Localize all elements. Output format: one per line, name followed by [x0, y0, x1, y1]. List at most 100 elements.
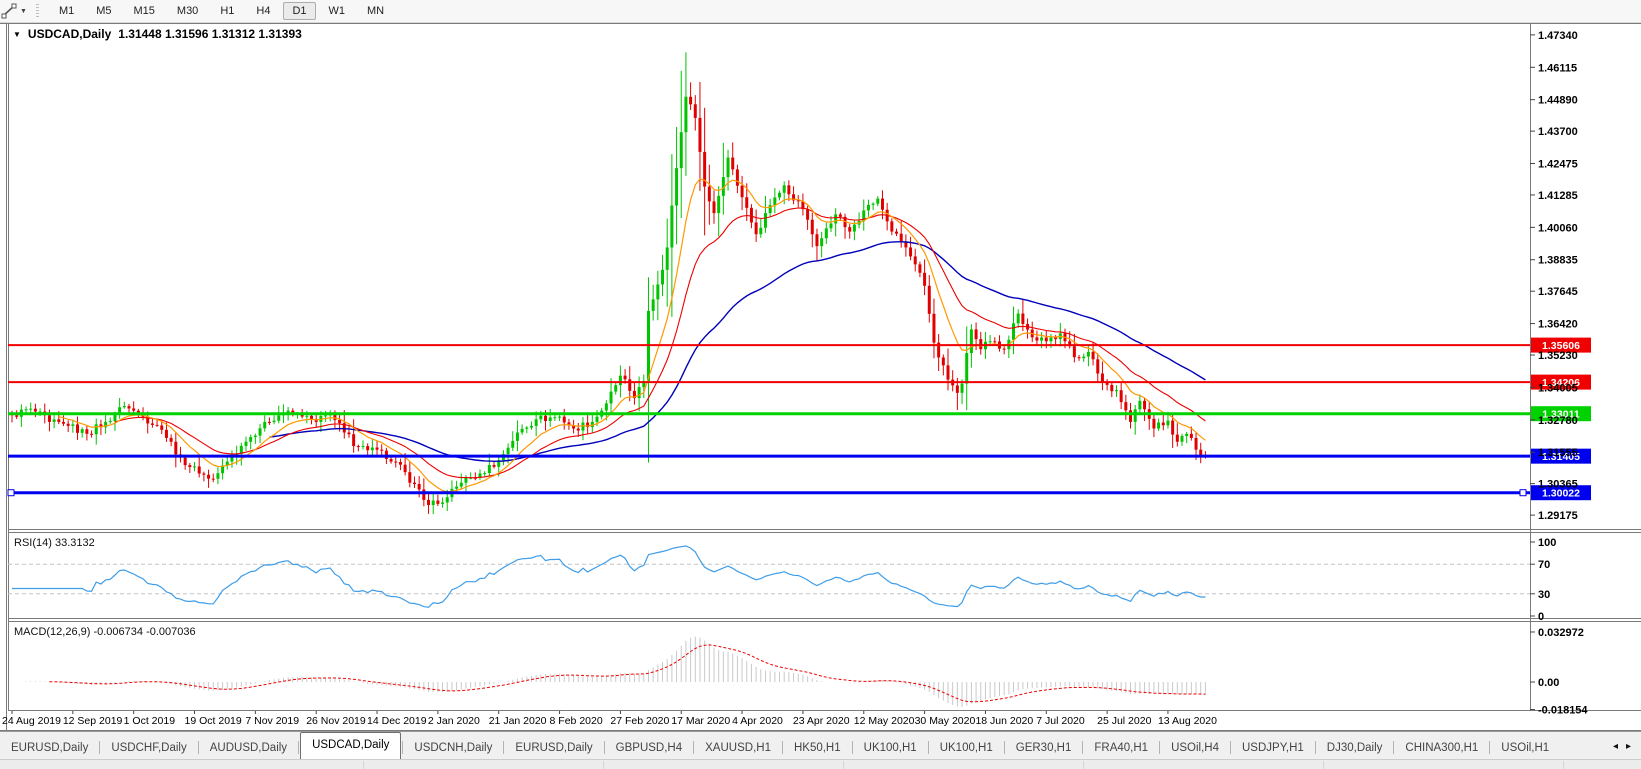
candle-body — [628, 379, 632, 391]
tab-separator — [781, 741, 783, 754]
tf-button-h1[interactable]: H1 — [220, 5, 235, 17]
candle-body — [787, 185, 791, 195]
hline-drag-handle[interactable] — [1519, 489, 1527, 497]
tab-usoil-h1[interactable]: USOil,H1 — [1501, 742, 1550, 754]
tf-button-m1[interactable]: M1 — [58, 5, 75, 17]
tf-button-m5[interactable]: M5 — [96, 5, 112, 17]
price-axis[interactable]: 1.47340 1.46115 1.44890 1.43700 1.42475 1.412… — [1530, 30, 1578, 522]
tab-eurusd-daily[interactable]: EURUSD,Daily — [11, 742, 89, 754]
candle-body — [1105, 382, 1109, 385]
tab-dj30-daily[interactable]: DJ30,Daily — [1326, 742, 1383, 754]
candle-body — [483, 473, 487, 475]
tab-usdcnh-daily[interactable]: USDCNH,Daily — [414, 742, 493, 754]
candle-body — [99, 424, 103, 428]
candle-body — [558, 416, 562, 418]
candle-body — [249, 437, 253, 442]
candle-body — [567, 422, 571, 426]
candle-body — [693, 104, 697, 118]
candle-body — [721, 177, 725, 196]
tab-scroll-right-icon[interactable]: ▸ — [1625, 740, 1631, 752]
candle-body — [941, 357, 945, 366]
tf-button-m15[interactable]: M15 — [133, 5, 155, 17]
candle-body — [108, 421, 112, 423]
candle-body — [866, 204, 870, 211]
candle-body — [689, 96, 693, 105]
candle-body — [207, 474, 211, 479]
tab-fra40-h1[interactable]: FRA40,H1 — [1094, 742, 1149, 754]
date-axis[interactable]: 24 Aug 2019 12 Sep 2019 1 Oct 2019 19 Oct 2… — [2, 711, 1217, 727]
tab-eurusd-daily[interactable]: EURUSD,Daily — [515, 742, 593, 754]
tab-scroll-left-icon[interactable]: ◂ — [1612, 740, 1618, 752]
ma-mid-red — [114, 207, 1206, 479]
tab-usdchf-daily[interactable]: USDCHF,Daily — [111, 742, 187, 754]
tab-hk50-h1[interactable]: HK50,H1 — [793, 742, 841, 754]
candle-body — [572, 425, 576, 429]
hline-price-tag-label: 1.35606 — [1542, 340, 1580, 352]
candle-body — [656, 284, 660, 300]
candle-body — [33, 408, 37, 412]
candle-body — [880, 198, 884, 210]
hline-price-tag — [1531, 448, 1591, 464]
candle-body — [824, 228, 828, 239]
candle-body — [487, 464, 491, 474]
tab-china300-h1[interactable]: CHINA300,H1 — [1405, 742, 1479, 754]
date-tick-label: 1 Oct 2019 — [124, 715, 176, 727]
tab-gbpusd-h4[interactable]: GBPUSD,H4 — [615, 742, 683, 754]
candle-body — [122, 406, 126, 408]
tab-audusd-daily[interactable]: AUDUSD,Daily — [209, 742, 288, 754]
candle-body — [614, 385, 618, 392]
candle-body — [740, 185, 744, 198]
candle-body — [277, 415, 281, 421]
candle-body — [525, 427, 529, 429]
status-strip-separator — [603, 761, 604, 769]
horizontal-lines: 1.35606 1.34206 1.33011 1.31405 1.30022 — [7, 337, 1591, 501]
candle-body — [333, 413, 337, 421]
tab-uk100-h1[interactable]: UK100,H1 — [863, 742, 917, 754]
candle-body — [497, 460, 501, 467]
date-tick-label: 7 Nov 2019 — [245, 715, 299, 727]
chart-menu-caret-icon[interactable]: ▼ — [13, 29, 21, 39]
candle-body — [1021, 313, 1025, 324]
candle-body — [1124, 402, 1128, 411]
hline-drag-handle[interactable] — [7, 489, 15, 497]
tab-separator — [603, 741, 605, 754]
candle-body — [581, 422, 585, 431]
tab-usoil-h4[interactable]: USOil,H4 — [1171, 742, 1219, 754]
candle-body — [838, 214, 842, 217]
candle-body — [988, 341, 992, 343]
tab-usdjpy-h1[interactable]: USDJPY,H1 — [1242, 742, 1304, 754]
tf-button-d1[interactable]: D1 — [283, 2, 316, 20]
drawing-tool-button[interactable]: ▼ — [0, 0, 31, 22]
tf-button-w1[interactable]: W1 — [328, 5, 346, 17]
candle-body — [1143, 400, 1147, 410]
price-tick-label: 1.36420 — [1538, 319, 1578, 331]
candle-body — [211, 478, 215, 480]
candle-body — [300, 413, 304, 417]
tf-button-h4[interactable]: H4 — [256, 5, 271, 17]
candle-body — [464, 477, 468, 483]
tab-uk100-h1[interactable]: UK100,H1 — [939, 742, 993, 754]
candle-body — [1180, 436, 1184, 442]
macd-tick-label: 0.032972 — [1538, 627, 1584, 639]
rsi-tick-label: 30 — [1538, 589, 1550, 601]
tab-usdcad-daily[interactable]: USDCAD,Daily — [300, 732, 402, 760]
tf-button-m30[interactable]: M30 — [176, 5, 199, 17]
candle-body — [76, 424, 80, 433]
candle-body — [548, 417, 552, 421]
price-tick-label: 1.47340 — [1538, 30, 1578, 42]
tab-xauusd-h1[interactable]: XAUUSD,H1 — [705, 742, 771, 754]
tab-ger30-h1[interactable]: GER30,H1 — [1015, 742, 1072, 754]
date-tick-label: 24 Aug 2019 — [2, 715, 61, 727]
price-chart-canvas[interactable]: 1.356061.342061.330111.314051.300221.473… — [0, 0, 1641, 731]
macd-indicator-label: MACD(12,26,9) -0.006734 -0.007036 — [14, 626, 196, 638]
candle-body — [810, 219, 814, 235]
tf-button-mn[interactable]: MN — [367, 5, 385, 17]
tab-separator — [298, 741, 300, 754]
candle-body — [562, 416, 566, 423]
line-studies-icon — [1, 3, 17, 19]
candle-body — [361, 446, 365, 448]
candle-body — [427, 499, 431, 506]
candle-body — [469, 477, 473, 479]
candle-body — [324, 415, 328, 417]
candle-body — [1110, 384, 1114, 392]
